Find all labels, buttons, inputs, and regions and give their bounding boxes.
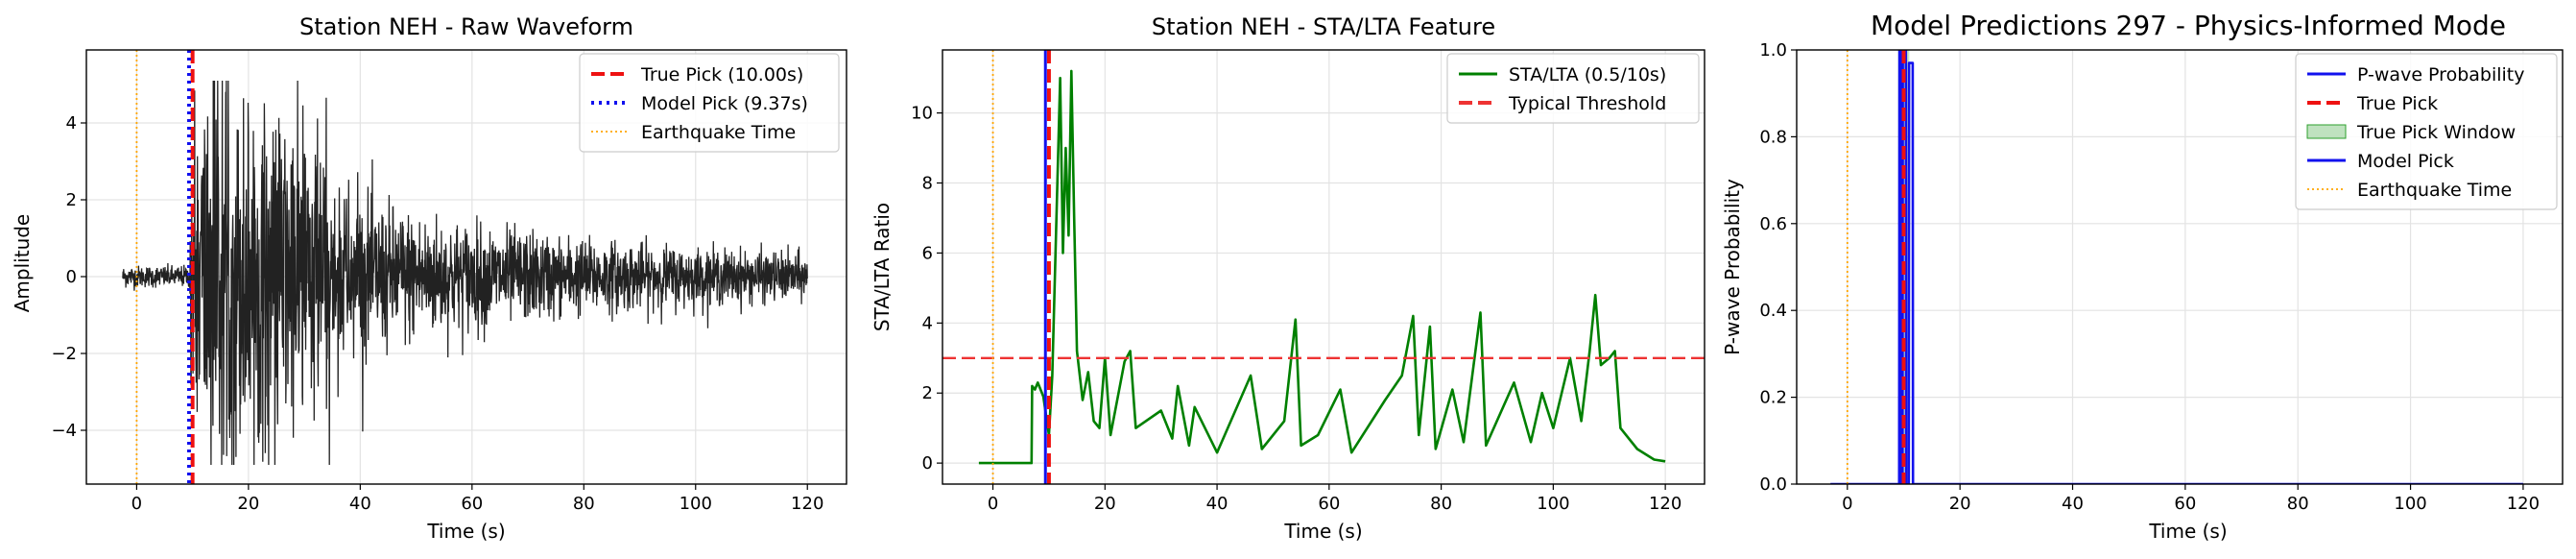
x-tick-label: 40 [1206,494,1228,514]
x-tick-label: 100 [1537,494,1569,514]
plot-content [122,50,808,484]
waveform-line [122,80,808,466]
legend-item-sta-lta-0-5-10s: STA/LTA (0.5/10s) [1459,64,1666,85]
x-tick-label: 20 [237,494,259,514]
legend-label: Model Pick (9.37s) [641,93,808,114]
x-tick-label: 100 [2394,494,2426,514]
x-tick-label: 40 [2062,494,2084,514]
x-axis-label: Time (s) [426,520,505,543]
legend-label: Typical Threshold [1508,93,1666,114]
x-tick-label: 120 [1649,494,1682,514]
x-tick-label: 20 [1094,494,1116,514]
legend-item-true-pick-10-00s: True Pick (10.00s) [591,64,803,85]
series-p-wave-probability [1830,50,2523,484]
y-tick-label: 2 [66,190,77,210]
y-axis-label: Amplitude [11,214,34,313]
legend-label: P-wave Probability [2357,64,2525,85]
x-tick-label: 20 [1949,494,1971,514]
x-axis-label: Time (s) [1283,520,1362,543]
legend-item-earthquake-time: Earthquake Time [591,122,796,143]
panel-title: Model Predictions 297 - Physics-Informed… [1871,10,2506,41]
legend-item-typical-threshold: Typical Threshold [1459,93,1666,114]
legend-swatch [2306,124,2347,139]
panel-title: Station NEH - Raw Waveform [299,13,633,40]
panel-title: Station NEH - STA/LTA Feature [1152,13,1495,40]
x-tick-label: 80 [2287,494,2309,514]
x-tick-label: 120 [2507,494,2540,514]
y-tick-label: −2 [51,344,77,364]
y-tick-label: 10 [911,104,933,124]
legend-label: Earthquake Time [2357,180,2512,201]
legend-label: STA/LTA (0.5/10s) [1509,64,1666,85]
y-tick-label: 6 [922,243,933,263]
y-tick-label: 8 [922,174,933,194]
plot-area: 0 20 40 60 80 100 120 0.0 0.2 0.4 0.6 0.8 1.0 P-wave … [1759,40,2564,514]
legend-frame [579,53,840,153]
x-tick-label: 80 [1430,494,1452,514]
legend-label: True Pick (10.00s) [640,64,803,85]
x-tick-label: 80 [573,494,595,514]
x-tick-label: 100 [680,494,712,514]
legend: True Pick (10.00s) Model Pick (9.37s) Eart… [579,53,840,153]
legend-item-model-pick: Model Pick [2307,151,2454,172]
x-tick-label: 0 [131,494,142,514]
y-axis-label: P-wave Probability [1721,179,1744,355]
plot-content [1830,50,2523,484]
legend-label: Earthquake Time [641,122,796,143]
panel-raw-waveform: Station NEH - Raw Waveform Time (s) Ampl… [11,13,847,543]
x-tick-label: 0 [1842,494,1852,514]
y-tick-label: 4 [922,313,933,333]
y-tick-label: 1.0 [1759,40,1787,61]
x-tick-label: 60 [1318,494,1340,514]
plot-area: 0 20 40 60 80 100 120 0 2 4 6 8 10 STA/LTA (0.5/10s) T… [911,49,1705,514]
legend: P-wave Probability True Pick True Pick Win… [2295,53,2558,210]
y-tick-label: 0.4 [1759,301,1787,321]
y-tick-label: 4 [66,113,77,134]
legend-label: True Pick [2356,93,2438,114]
y-tick-label: 0.8 [1759,127,1787,147]
y-tick-label: 0.2 [1759,388,1787,408]
x-tick-label: 0 [988,494,998,514]
y-tick-label: 0.6 [1759,214,1787,234]
legend-item-true-pick: True Pick [2307,93,2438,114]
x-tick-label: 60 [461,494,483,514]
plot-area: 0 20 40 60 80 100 120 −4 −2 0 2 4 True Pick (10.00s)… [51,49,847,514]
x-tick-label: 60 [2174,494,2196,514]
x-axis-label: Time (s) [2148,520,2227,543]
panel-model-predictions: Model Predictions 297 - Physics-Informed… [1721,10,2564,543]
y-axis-label: STA/LTA Ratio [871,203,894,331]
axes-frame [942,49,1705,485]
y-tick-label: −4 [51,421,77,441]
legend-frame [1446,53,1700,124]
legend-frame [2295,53,2558,210]
legend-item-p-wave-probability: P-wave Probability [2307,64,2525,85]
series-sta-lta-0-5-10s [978,69,1666,465]
plot-content [942,50,1705,484]
legend: STA/LTA (0.5/10s) Typical Threshold [1446,53,1700,124]
legend-item-model-pick-9-37s: Model Pick (9.37s) [591,93,808,114]
y-tick-label: 2 [922,383,933,403]
y-tick-label: 0.0 [1759,474,1787,495]
panel-sta-lta: Station NEH - STA/LTA Feature Time (s) S… [871,13,1705,543]
axes-frame [1796,49,2564,485]
axes-frame [85,49,847,485]
y-tick-label: 0 [922,453,933,474]
y-tick-label: 0 [66,267,77,287]
legend-label: Model Pick [2357,151,2454,172]
x-tick-label: 120 [791,494,823,514]
x-tick-label: 40 [349,494,371,514]
legend-item-true-pick-window: True Pick Window [2306,122,2516,143]
legend-item-earthquake-time: Earthquake Time [2307,180,2512,201]
legend-label: True Pick Window [2356,122,2516,143]
